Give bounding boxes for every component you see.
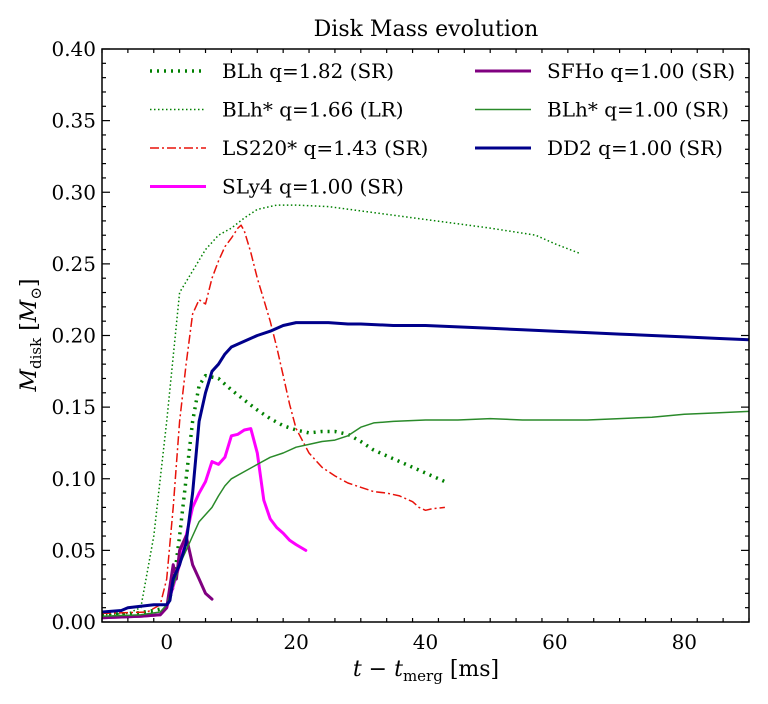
series-line-6 [102, 321, 749, 614]
x-axis-label: t − tmerg [ms] [353, 657, 499, 685]
legend-label-6: DD2 q=1.00 (SR) [547, 136, 723, 160]
legend-label-0: BLh q=1.82 (SR) [222, 59, 394, 83]
svg-text:Mdisk [M⊙]: Mdisk [M⊙] [17, 279, 45, 393]
y-axis-label: Mdisk [M⊙] [17, 279, 45, 393]
legend-label-1: BLh* q=1.66 (LR) [222, 98, 404, 122]
y-tick-label: 0.40 [51, 37, 96, 61]
y-tick-label: 0.05 [51, 538, 96, 562]
legend: BLh q=1.82 (SR) BLh* q=1.66 (LR) LS220* q=… [150, 59, 735, 199]
x-tick-label: 20 [283, 630, 308, 654]
y-tick-label: 0.35 [51, 109, 96, 133]
legend-label-3: SLy4 q=1.00 (SR) [222, 175, 404, 199]
y-tick-label: 0.25 [51, 252, 96, 276]
series-line-0 [102, 373, 446, 617]
y-tick-label: 0.30 [51, 180, 96, 204]
x-tick-label: 40 [413, 630, 438, 654]
legend-label-5: BLh* q=1.00 (SR) [547, 98, 729, 122]
series-line-5 [102, 410, 749, 618]
y-tick-label: 0.15 [51, 395, 96, 419]
series-layer [102, 204, 749, 620]
x-tick-labels: 0 20 40 60 80 [160, 630, 697, 654]
series-line-2 [102, 224, 445, 615]
x-tick-label: 0 [160, 630, 173, 654]
y-tick-label: 0.10 [51, 467, 96, 491]
x-tick-label: 60 [542, 630, 567, 654]
y-tick-label: 0.00 [51, 610, 96, 634]
legend-label-4: SFHo q=1.00 (SR) [547, 59, 735, 83]
y-tick-label: 0.20 [51, 324, 96, 348]
svg-text:t − tmerg [ms]: t − tmerg [ms] [353, 657, 499, 685]
chart-title: Disk Mass evolution [314, 17, 539, 42]
axis-ticks [101, 48, 750, 623]
x-tick-label: 80 [672, 630, 697, 654]
legend-label-2: LS220* q=1.43 (SR) [222, 136, 428, 160]
y-tick-labels: 0.00 0.05 0.10 0.15 0.20 0.25 0.30 0.35 0.40 [51, 37, 96, 634]
